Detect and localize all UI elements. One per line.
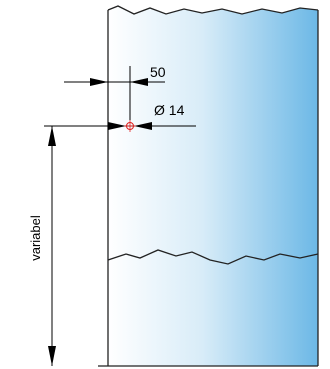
- panel-body: [108, 6, 318, 366]
- diameter-arrow-right: [134, 122, 152, 130]
- diameter-dimension-label: Ø 14: [154, 102, 185, 118]
- offset-dimension-label: 50: [150, 64, 166, 80]
- hole-center-mark: [124, 120, 136, 132]
- panel-top-break-line: [107, 5, 319, 15]
- diameter-arrow-left: [108, 122, 126, 130]
- panel-middle-break-line: [107, 249, 319, 265]
- height-arrow-bottom: [48, 346, 56, 366]
- height-dimension-label: variabel: [28, 215, 43, 261]
- offset-arrow-right: [130, 78, 148, 86]
- offset-arrow-left: [90, 78, 108, 86]
- height-arrow-top: [48, 126, 56, 146]
